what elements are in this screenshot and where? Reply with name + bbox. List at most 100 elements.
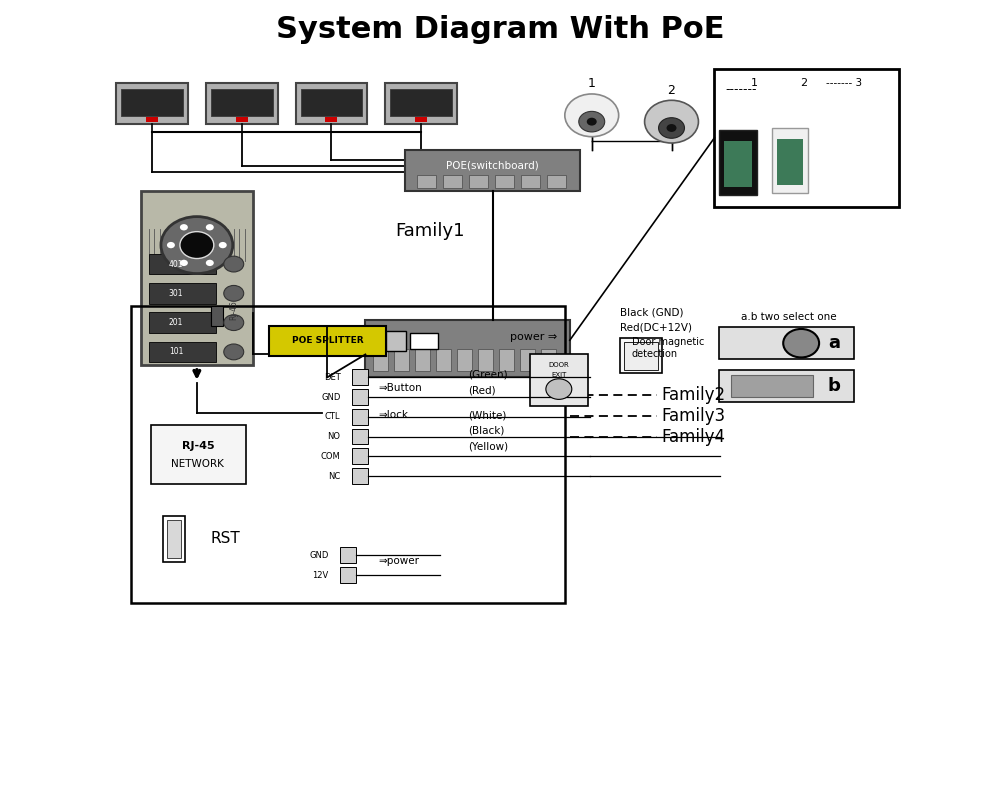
Text: RST: RST [211, 531, 241, 546]
Text: b: b [828, 377, 841, 395]
Bar [131, 306, 565, 603]
Circle shape [180, 224, 188, 230]
Text: Family4: Family4 [662, 427, 726, 445]
Circle shape [180, 260, 188, 266]
Bar [410, 333, 438, 349]
Bar [146, 117, 158, 122]
Text: a.b two select one: a.b two select one [741, 312, 837, 322]
Bar [141, 191, 253, 365]
Circle shape [667, 124, 677, 132]
Bar [385, 83, 457, 124]
Bar [547, 175, 566, 188]
Circle shape [206, 224, 214, 230]
Bar [521, 175, 540, 188]
Text: 2: 2 [668, 83, 675, 97]
Bar [772, 128, 808, 193]
Text: Black (GND): Black (GND) [620, 307, 683, 318]
Text: (Green): (Green) [468, 370, 508, 380]
Text: POE SPLITTER: POE SPLITTER [292, 337, 363, 345]
Text: ⇒power: ⇒power [378, 556, 419, 566]
Bar [352, 468, 368, 484]
Bar [236, 117, 248, 122]
Text: ⇒lock: ⇒lock [378, 410, 408, 420]
Bar [352, 369, 368, 385]
Bar [520, 349, 535, 371]
Bar [352, 449, 368, 464]
Circle shape [546, 379, 572, 399]
Bar [149, 341, 216, 362]
Bar [499, 349, 514, 371]
Bar [352, 429, 368, 445]
Bar [163, 515, 185, 561]
Text: Family2: Family2 [662, 387, 726, 404]
Text: COM: COM [321, 452, 340, 461]
Bar [724, 141, 752, 187]
Bar [269, 326, 386, 356]
Text: (Black): (Black) [468, 426, 504, 435]
Text: -------: ------- [726, 83, 757, 97]
Bar [211, 89, 273, 116]
Text: ⇒Button: ⇒Button [378, 383, 422, 392]
Bar [719, 130, 757, 195]
Bar [116, 83, 188, 124]
Circle shape [224, 256, 244, 272]
Bar [394, 349, 409, 371]
Bar [777, 139, 803, 185]
Circle shape [645, 100, 698, 143]
Bar [390, 89, 452, 116]
Text: 201: 201 [169, 318, 183, 327]
Text: 12V: 12V [312, 571, 328, 580]
Bar [719, 370, 854, 402]
Bar [443, 175, 462, 188]
Bar [352, 389, 368, 405]
Text: Family1: Family1 [395, 222, 465, 240]
Text: 101: 101 [169, 348, 183, 357]
Bar [149, 312, 216, 333]
Bar [415, 349, 430, 371]
Circle shape [659, 118, 684, 138]
Bar [405, 150, 580, 191]
Text: RJ-45: RJ-45 [229, 300, 238, 320]
Bar [457, 349, 472, 371]
Bar [301, 89, 362, 116]
Bar [386, 331, 406, 351]
Circle shape [224, 344, 244, 360]
Bar [417, 175, 436, 188]
Text: 301: 301 [169, 289, 183, 298]
Bar [151, 425, 246, 484]
Text: NO: NO [327, 432, 340, 441]
Text: Door magnetic
detection: Door magnetic detection [632, 337, 704, 359]
Bar [530, 354, 588, 407]
Bar [325, 117, 337, 122]
Text: System Diagram With PoE: System Diagram With PoE [276, 15, 724, 44]
Bar [211, 306, 223, 326]
Bar [495, 175, 514, 188]
Circle shape [167, 242, 175, 249]
Circle shape [565, 94, 619, 137]
Text: Red(DC+12V): Red(DC+12V) [620, 322, 692, 333]
Bar [719, 327, 854, 359]
Bar [121, 89, 183, 116]
Text: NETWORK: NETWORK [171, 459, 224, 469]
Circle shape [224, 314, 244, 330]
Text: a: a [828, 334, 840, 353]
Text: DET: DET [324, 372, 340, 382]
Text: (Red): (Red) [468, 386, 496, 395]
Text: 1: 1 [751, 78, 758, 88]
Bar [436, 349, 451, 371]
Text: RJ-45: RJ-45 [182, 441, 214, 451]
Text: (Yellow): (Yellow) [468, 441, 508, 451]
Circle shape [587, 118, 597, 125]
Bar [714, 68, 899, 207]
Text: EXIT: EXIT [551, 372, 567, 378]
Text: 1: 1 [588, 77, 596, 91]
Bar [206, 83, 278, 124]
Circle shape [180, 232, 214, 259]
Circle shape [579, 111, 605, 132]
Bar [149, 254, 216, 275]
Bar [731, 375, 813, 397]
Text: GND: GND [321, 392, 340, 402]
Text: DOOR: DOOR [548, 362, 569, 368]
Circle shape [206, 260, 214, 266]
Bar [352, 409, 368, 425]
